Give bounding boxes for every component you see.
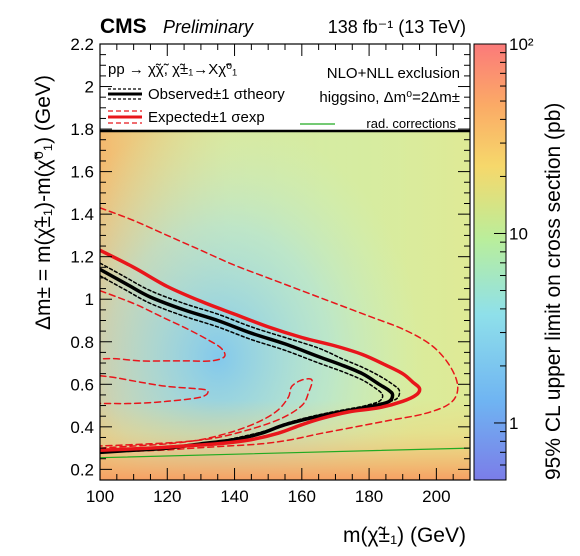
x-axis: 100 120 140 160 180 200 [86,44,471,506]
contour-curves [100,207,470,459]
series-observed [100,267,395,455]
z-axis-title: 95% CL upper limit on cross section (pb) [542,103,565,480]
y-axis: 0.2 0.4 0.6 0.8 1 1.2 1.4 1.6 1.8 2 2.2 [70,35,470,479]
y-tick-label: 2 [85,78,94,97]
x-tick-label: 180 [355,487,383,506]
y-tick-label: 2.2 [70,35,94,54]
y-tick-label: 1.8 [70,120,94,139]
y-tick-label: 1.4 [70,205,94,224]
cms-label: CMS [100,15,147,38]
z-tick-label: 10² [509,35,534,54]
color-scale: 1 10 10² 95% CL upper limit on cross secti… [473,35,565,481]
y-tick-label: 0.6 [70,375,94,394]
x-tick-label: 140 [220,487,248,506]
legend-process: pp → χ̃χ̃, χ̃±₁→Xχ̃⁰₁ [108,61,237,78]
y-tick-label: 1.6 [70,163,94,182]
series-expected-1-exp-lower [100,378,313,449]
y-axis-title: Δm± = m(χ̃±₁)-m(χ̃⁰₁) (GeV) [32,75,55,330]
x-tick-label: 100 [86,487,114,506]
y-tick-label: 0.8 [70,333,94,352]
legend-expected: Expected±1 σexp [148,109,265,126]
x-axis-title: m(χ̃±₁) (GeV) [343,524,466,547]
luminosity-label: 138 fb⁻¹ (13 TeV) [328,17,466,37]
z-tick-label: 1 [509,414,518,433]
legend-observed: Observed±1 σtheory [148,86,285,103]
legend-model-line2: higgsino, Δm⁰=2Δm± [319,89,460,106]
legend-rad-corrections: rad. corrections [366,116,456,131]
legend-box [100,44,470,131]
y-tick-label: 1 [85,290,94,309]
series-expected-1-exp [100,207,459,454]
series-expected-1-exp-inner [100,375,209,405]
color-scale-bar [473,43,507,481]
y-tick-label: 1.2 [70,248,94,267]
y-tick-label: 0.2 [70,460,94,479]
legend-model-line1: NLO+NLL exclusion [327,65,460,82]
x-tick-label: 200 [422,487,450,506]
series-expected-1-exp [100,289,226,362]
series-rad-corrections [100,447,470,459]
y-tick-label: 0.4 [70,418,94,437]
x-tick-label: 120 [153,487,181,506]
x-tick-label: 160 [288,487,316,506]
series-observed-1-theory [100,275,384,452]
series-expected [100,248,422,452]
preliminary-label: Preliminary [163,17,254,37]
z-tick-label: 10 [509,224,528,243]
